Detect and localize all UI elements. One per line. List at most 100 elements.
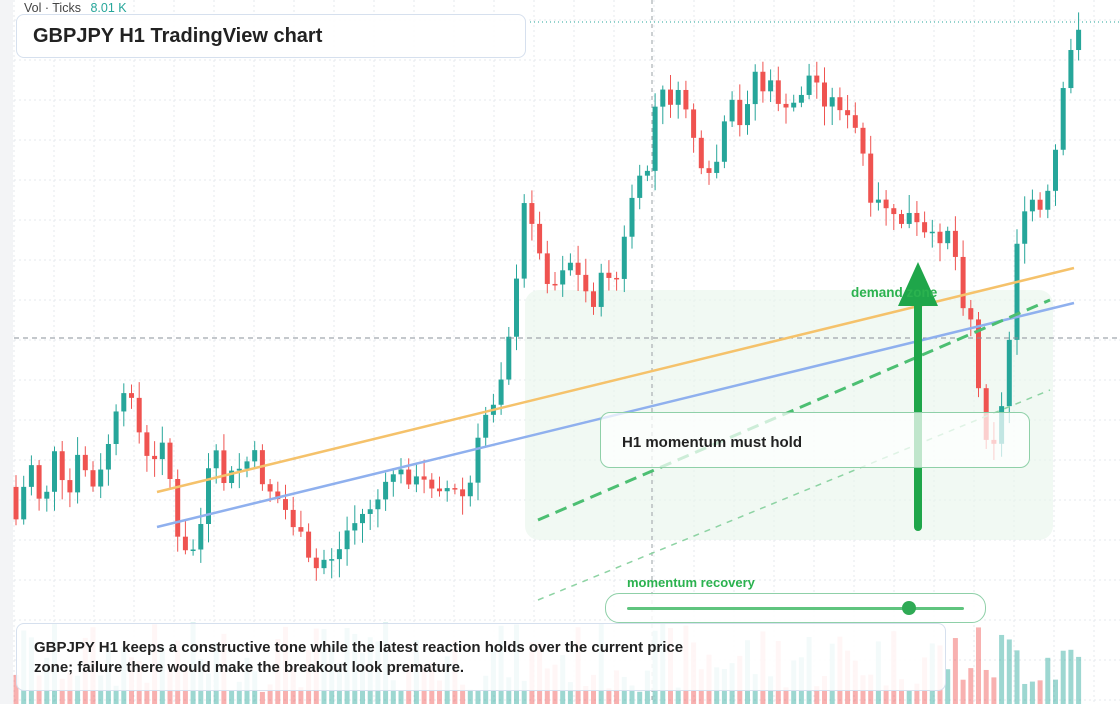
- volume-bar: [236, 681, 242, 704]
- analysis-note: GBPJPY H1 keeps a constructive tone whil…: [16, 623, 946, 691]
- title-card: GBPJPY H1 TradingView chart: [16, 14, 526, 58]
- candle-body: [837, 97, 843, 111]
- candle-body: [236, 468, 242, 471]
- slider-knob[interactable]: [901, 601, 916, 615]
- volume-bar: [814, 686, 820, 704]
- candle-body: [883, 199, 889, 209]
- momentum-callout: H1 momentum must hold: [600, 412, 1030, 468]
- candle-body: [698, 137, 704, 169]
- candle-body: [467, 482, 473, 497]
- recovery-label: momentum recovery: [627, 575, 755, 590]
- volume-bar: [983, 669, 989, 704]
- volume-bar: [637, 691, 643, 704]
- candle-body: [367, 509, 373, 514]
- candle-body: [144, 432, 150, 456]
- candle-body: [229, 470, 235, 484]
- candle-body: [521, 203, 527, 279]
- candle-body: [98, 469, 104, 487]
- candle-body: [59, 451, 65, 481]
- candle-body: [483, 414, 489, 438]
- candle-body: [929, 231, 935, 234]
- candle-body: [575, 262, 581, 275]
- candle-body: [321, 559, 327, 569]
- candle-body: [852, 115, 858, 128]
- candle-body: [444, 488, 450, 492]
- candle-body: [136, 397, 142, 433]
- volume-bar: [1060, 650, 1066, 704]
- candle-body: [652, 106, 658, 171]
- candle-body: [429, 479, 435, 489]
- volume-bar: [1053, 679, 1058, 704]
- candle-body: [190, 549, 196, 552]
- candle-body: [206, 468, 211, 525]
- candle-body: [167, 442, 173, 479]
- candle-body: [105, 443, 111, 470]
- candle-body: [506, 336, 512, 380]
- candle-body: [891, 208, 897, 215]
- volume-bar: [437, 680, 442, 704]
- volume-bar: [1076, 656, 1082, 704]
- candle-body: [644, 170, 650, 176]
- volume-bar: [460, 684, 466, 704]
- candle-body: [691, 109, 697, 138]
- volume-bar: [952, 638, 958, 704]
- candle-body: [159, 442, 165, 460]
- candle-body: [1068, 50, 1074, 89]
- candle-body: [1006, 339, 1012, 407]
- candle-body: [968, 308, 974, 320]
- momentum-callout-text: H1 momentum must hold: [622, 434, 803, 451]
- chart-title: GBPJPY H1 TradingView chart: [33, 25, 323, 47]
- slider-track[interactable]: [627, 607, 964, 610]
- candle-body: [329, 559, 335, 561]
- volume-bar: [229, 690, 235, 704]
- candle-body: [82, 454, 88, 471]
- candle-body: [1022, 211, 1028, 244]
- demand-zone-label: demand zone: [851, 285, 938, 300]
- candle-body: [283, 499, 288, 510]
- candle-body: [460, 489, 466, 497]
- candle-body: [729, 99, 735, 122]
- candle-body: [783, 103, 789, 108]
- volume-bar: [298, 687, 304, 704]
- candle-body: [775, 80, 781, 104]
- candle-body: [152, 455, 158, 460]
- candle-body: [937, 231, 943, 244]
- candle-body: [52, 451, 57, 492]
- candle-body: [1045, 190, 1051, 210]
- candle-body: [1076, 29, 1082, 51]
- candle-body: [298, 527, 304, 532]
- volume-bar: [999, 634, 1005, 704]
- candle-body: [252, 450, 258, 462]
- candle-body: [129, 393, 134, 398]
- candle-body: [798, 94, 804, 103]
- projection-line: [537, 298, 1051, 522]
- volume-bar: [629, 685, 635, 704]
- volume-bar: [475, 689, 481, 704]
- candle-body: [398, 469, 404, 475]
- volume-bar: [398, 690, 404, 704]
- candle-body: [745, 104, 750, 126]
- candle-body: [28, 465, 34, 487]
- volume-bar: [567, 682, 573, 704]
- candle-body: [475, 437, 481, 483]
- candle-body: [822, 82, 827, 107]
- candle-body: [752, 71, 758, 105]
- candle-body: [567, 262, 573, 271]
- candle-body: [67, 480, 73, 493]
- candle-body: [668, 89, 673, 105]
- candle-body: [36, 465, 42, 499]
- candle-body: [960, 256, 966, 309]
- candle-body: [44, 491, 50, 499]
- candle-body: [90, 470, 96, 487]
- volume-bar: [906, 690, 912, 704]
- momentum-recovery-slider[interactable]: [605, 593, 986, 623]
- volume-legend: Vol · Ticks 8.01 K: [24, 1, 127, 15]
- volume-bar: [59, 678, 65, 704]
- volume-bar: [390, 680, 396, 704]
- candle-body: [868, 153, 874, 203]
- candle-body: [360, 513, 365, 524]
- candle-body: [845, 110, 851, 116]
- candles: [13, 12, 1082, 581]
- volume-bar: [991, 677, 997, 704]
